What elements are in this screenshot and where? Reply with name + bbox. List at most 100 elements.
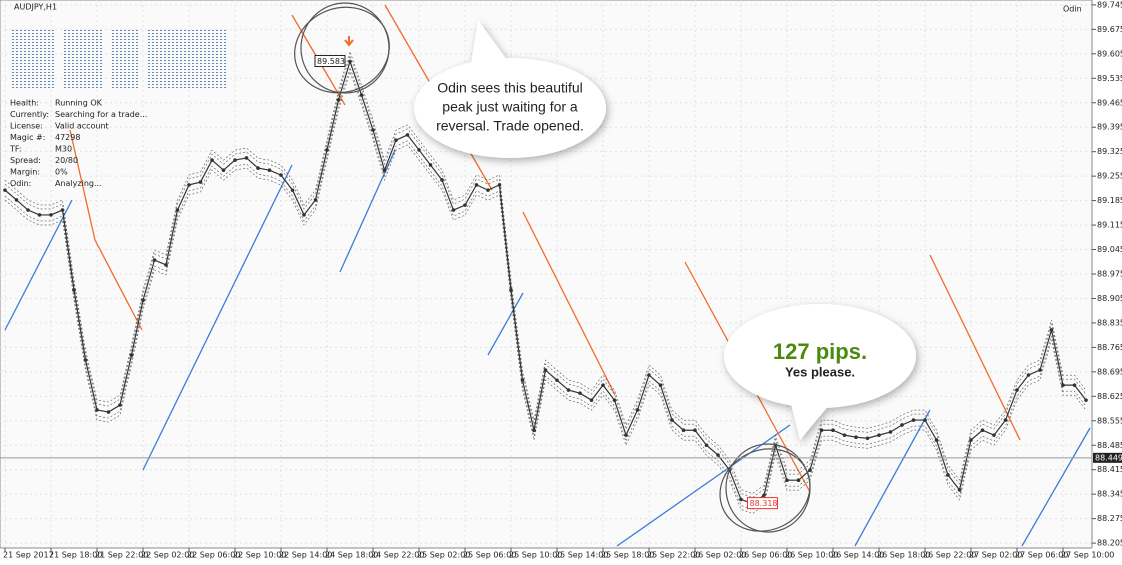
sell-arrow — [344, 36, 354, 47]
price-point — [221, 168, 226, 173]
callout-bubbles — [414, 20, 916, 440]
x-tick-label: 24 Sep 18:00 — [325, 551, 378, 560]
price-point — [129, 353, 134, 357]
y-tick-label: 89.605 — [1097, 49, 1122, 58]
y-tick-label: 89.115 — [1097, 221, 1122, 230]
info-value: Analyzing... — [55, 179, 102, 188]
price-point — [486, 188, 490, 192]
price-point — [658, 383, 663, 387]
price-point — [440, 178, 444, 182]
y-tick-label: 88.205 — [1097, 539, 1122, 548]
price-point — [428, 163, 433, 167]
grid — [0, 0, 1092, 548]
price-point — [394, 138, 398, 142]
price-point — [325, 148, 329, 152]
info-value: Running OK — [55, 99, 103, 108]
price-point — [566, 388, 571, 392]
x-tick-label: 27 Sep 10:00 — [1061, 551, 1114, 560]
price-point — [624, 433, 628, 437]
price-point — [72, 288, 76, 292]
x-tick-label: 26 Sep 22:00 — [923, 551, 976, 560]
x-tick-label: 27 Sep 06:00 — [1015, 551, 1068, 560]
y-tick-label: 89.255 — [1097, 172, 1122, 181]
callout-headline: 127 pips. — [773, 339, 867, 364]
price-point — [877, 433, 881, 437]
price-point — [520, 378, 525, 383]
price-point — [26, 208, 30, 212]
price-point — [267, 168, 272, 173]
price-point — [589, 398, 594, 402]
x-tick-label: 26 Sep 14:00 — [831, 551, 884, 560]
price-point — [969, 438, 973, 442]
x-tick-label: 21 Sep 22:00 — [95, 551, 148, 560]
callout-text: reversal. Trade opened. — [436, 118, 584, 134]
info-label: Odin: — [10, 179, 31, 188]
logo — [10, 28, 228, 88]
price-point — [543, 368, 548, 372]
info-label: Health: — [10, 99, 39, 108]
y-tick-label: 89.745 — [1097, 0, 1122, 9]
price-point — [808, 468, 812, 472]
y-tick-label: 88.415 — [1097, 465, 1122, 474]
info-value: 20/80 — [55, 156, 78, 165]
price-point — [49, 213, 53, 217]
price-point — [670, 418, 674, 422]
price-point — [210, 158, 214, 162]
price-point — [957, 488, 962, 492]
price-point — [739, 497, 743, 502]
info-value: Valid account — [55, 122, 109, 131]
envelope-band — [4, 70, 1087, 514]
info-label: Margin: — [10, 168, 40, 177]
price-point — [612, 398, 617, 402]
price-point — [37, 213, 42, 217]
price-point — [532, 428, 536, 433]
y-tick-label: 89.465 — [1097, 98, 1122, 107]
price-tag-box — [314, 55, 346, 68]
price-point — [244, 156, 249, 160]
y-tick-label: 88.835 — [1097, 318, 1122, 327]
price-point — [1003, 418, 1008, 422]
y-tick-label: 89.325 — [1097, 147, 1122, 156]
y-tick-label: 88.905 — [1097, 294, 1122, 303]
price-point — [348, 59, 352, 64]
price-point — [1061, 383, 1065, 387]
price-point — [118, 403, 122, 407]
price-point — [256, 166, 260, 170]
price-point — [693, 428, 697, 433]
price-point — [336, 98, 341, 102]
envelope-band — [4, 50, 1087, 494]
x-tick-label: 27 Sep 02:00 — [969, 551, 1022, 560]
envelope-band — [4, 66, 1087, 510]
price-point — [463, 203, 467, 207]
info-label: License: — [10, 122, 43, 131]
price-point — [152, 258, 157, 262]
y-tick-label: 89.045 — [1097, 245, 1122, 254]
price-point — [946, 473, 950, 477]
x-tick-label: 24 Sep 22:00 — [371, 551, 424, 560]
price-point — [187, 183, 191, 187]
x-tick-label: 26 Sep 02:00 — [693, 551, 746, 560]
price-point — [842, 433, 847, 437]
y-tick-label: 89.675 — [1097, 25, 1122, 34]
price-point — [359, 93, 364, 97]
x-tick-label: 25 Sep 06:00 — [463, 551, 516, 560]
y-tick-label: 88.765 — [1097, 343, 1122, 352]
price-point — [1084, 398, 1088, 402]
price-point — [417, 148, 421, 152]
price-point — [382, 168, 387, 173]
price-point — [175, 208, 180, 212]
price-point — [1072, 383, 1077, 387]
x-tick-label: 26 Sep 06:00 — [739, 551, 792, 560]
price-point — [14, 198, 19, 202]
price-point — [1038, 368, 1042, 372]
x-tick-label: 22 Sep 02:00 — [141, 551, 194, 560]
info-value: Searching for a trade... — [55, 110, 147, 119]
price-point — [233, 158, 237, 162]
info-value: 0% — [55, 168, 68, 177]
price-point — [1049, 328, 1054, 332]
y-tick-label: 88.975 — [1097, 270, 1122, 279]
highlight-circles — [294, 2, 811, 533]
price-point — [704, 443, 709, 448]
price-tag-label: 88.318 — [750, 499, 778, 508]
